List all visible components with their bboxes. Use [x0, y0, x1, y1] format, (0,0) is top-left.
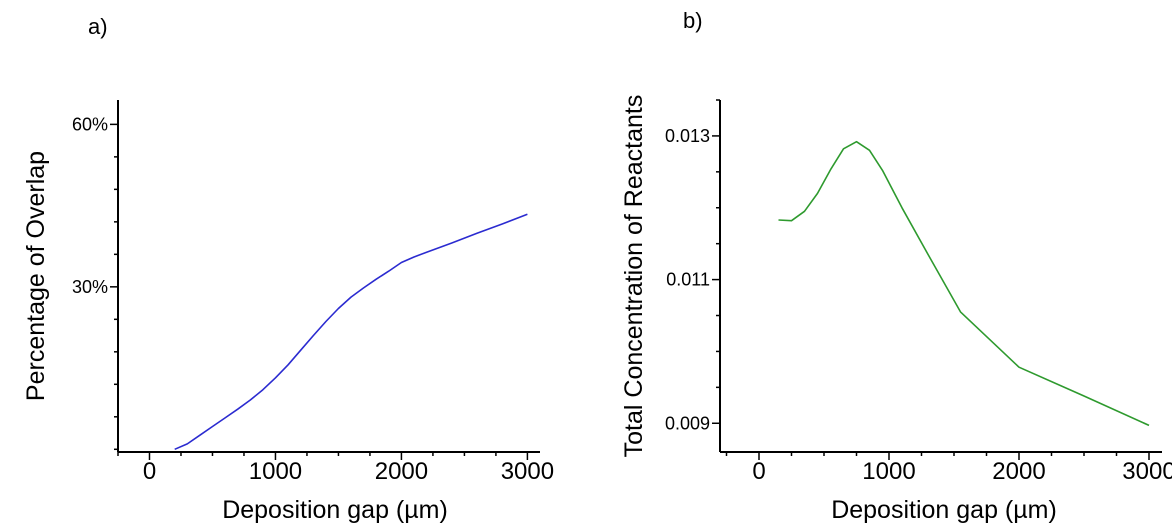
panel-b-label: b)	[683, 8, 703, 33]
panel-b: b) Total Concentration of Reactants Depo…	[620, 8, 1172, 524]
panel-b-x-tick-label: 3000	[1122, 458, 1172, 485]
panel-b-x-tick-label: 1000	[862, 458, 915, 485]
panel-b-ylabel: Total Concentration of Reactants	[620, 95, 648, 458]
panel-a-x-tick-label: 2000	[375, 458, 428, 485]
panel-b-y-tick-label: 0.009	[665, 413, 710, 433]
panel-a-x-tick-label: 0	[143, 458, 156, 485]
panel-b-series-line	[778, 140, 1150, 427]
panel-a-series-line	[174, 213, 528, 451]
panel-b-y-tick-label: 0.011	[666, 270, 710, 290]
panel-b-xlabel: Deposition gap (µm)	[831, 496, 1057, 524]
panel-a-y-tick-label: 30%	[72, 277, 108, 297]
panel-a-ylabel: Percentage of Overlap	[22, 151, 50, 401]
panel-b-x-tick-label: 0	[752, 458, 765, 485]
panel-a: a) Percentage of Overlap Deposition gap …	[22, 14, 554, 524]
panel-a-x-tick-label: 1000	[249, 458, 302, 485]
panel-b-x-tick-label: 2000	[992, 458, 1045, 485]
panel-a-xlabel: Deposition gap (µm)	[222, 496, 448, 524]
panel-b-y-tick-label: 0.013	[665, 126, 710, 146]
panel-a-x-tick-label: 3000	[501, 458, 554, 485]
panel-b-plot-area: 0 1000 2000 3000 0.009 0.011 0.013	[665, 99, 1172, 485]
panel-a-label: a)	[88, 14, 108, 39]
panel-a-y-tick-label: 60%	[72, 114, 108, 134]
panel-a-plot-area: 0 1000 2000 3000 30% 60%	[72, 100, 554, 485]
